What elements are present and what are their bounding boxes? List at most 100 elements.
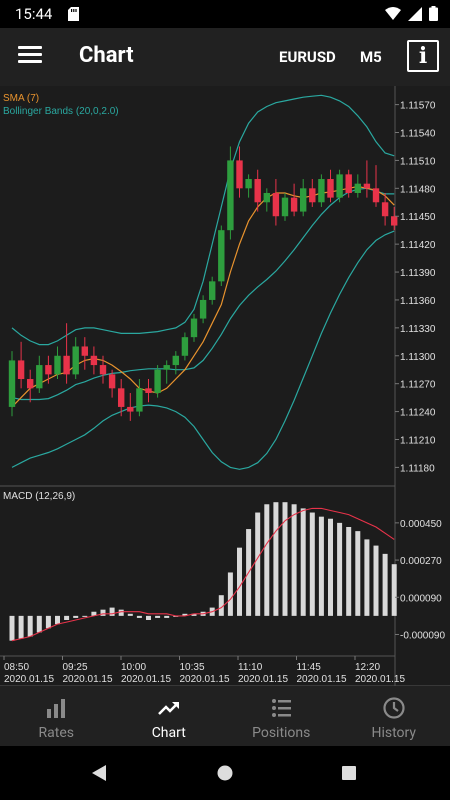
macd-tick-label: 0.000090	[400, 593, 442, 604]
candle-bear	[81, 346, 88, 356]
wifi-icon	[385, 6, 401, 20]
date-tick-label: 2020.01.15	[121, 674, 171, 685]
date-tick-label: 2020.01.15	[63, 674, 113, 685]
timeframe-selector[interactable]: M5	[360, 48, 382, 66]
candle-bear	[345, 174, 352, 193]
candle-bull	[8, 360, 16, 407]
back-icon[interactable]	[91, 765, 107, 781]
macd-histogram-bar	[155, 615, 161, 618]
candle-bull	[72, 346, 79, 375]
nav-history-label: History	[371, 725, 417, 741]
macd-histogram-bar	[100, 609, 106, 616]
recents-icon[interactable]	[341, 765, 357, 781]
battery-icon	[429, 6, 438, 21]
macd-histogram-bar	[18, 615, 24, 639]
macd-histogram-bar	[36, 615, 42, 633]
candle-bull	[245, 179, 252, 189]
candle-bull	[181, 337, 189, 356]
chart-grid	[0, 86, 450, 686]
candle-bear	[272, 192, 280, 217]
info-button[interactable]: i	[407, 40, 439, 72]
price-tick-label: 1.11450	[400, 212, 436, 223]
price-tick-label: 1.11360	[400, 296, 436, 307]
macd-histogram-bar	[264, 504, 270, 616]
bollinger-bands	[11, 94, 395, 470]
candle-bear	[290, 197, 298, 212]
symbol-selector[interactable]: EURUSD	[279, 48, 336, 66]
menu-icon[interactable]	[18, 46, 42, 66]
page-title: Chart	[79, 43, 134, 68]
macd-histogram-bar	[282, 502, 288, 616]
macd-panel	[9, 502, 397, 642]
macd-histogram-bar	[364, 539, 370, 616]
macd-histogram-bar	[373, 545, 379, 616]
price-tick-label: 1.11270	[400, 380, 436, 391]
info-icon: i	[418, 43, 428, 69]
price-chart[interactable]: 1.11570 1.11540 1.11510 1.11480 1.11450 1.114…	[0, 86, 450, 686]
macd-histogram-bar	[127, 613, 133, 616]
candle-bull	[354, 183, 361, 193]
nav-chart[interactable]: Chart	[113, 686, 226, 746]
price-tick-label: 1.11570	[400, 101, 436, 112]
candle-bull	[172, 355, 179, 366]
macd-histogram-bar	[300, 508, 306, 616]
price-tick-label: 1.11510	[400, 156, 436, 167]
price-tick-label: 1.11300	[400, 352, 436, 363]
time-tick-label: 08:50	[4, 662, 29, 673]
bollinger-legend: Bollinger Bands (20,0,2.0)	[3, 106, 119, 117]
macd-histogram-bar	[273, 502, 279, 616]
macd-tick-label: 0.000450	[400, 519, 442, 530]
home-icon[interactable]	[217, 765, 233, 781]
price-tick-label: 1.11210	[400, 435, 436, 446]
candle-bear	[27, 379, 34, 389]
axes: 1.11570 1.11540 1.11510 1.11480 1.11450 1.114…	[3, 101, 445, 685]
list-icon	[272, 699, 292, 717]
macd-histogram-bar	[27, 615, 33, 637]
status-bar: 15:44	[0, 0, 450, 28]
nav-chart-label: Chart	[151, 725, 186, 741]
macd-histogram-bar	[328, 518, 333, 616]
candle-bear	[17, 360, 25, 380]
chart-area[interactable]: 1.11570 1.11540 1.11510 1.11480 1.11450 1.114…	[0, 86, 450, 686]
time-tick-label: 12:20	[355, 662, 380, 673]
app-bar: Chart EURUSD M5 i	[0, 28, 450, 86]
price-tick-label: 1.11240	[400, 408, 436, 419]
macd-signal-line	[11, 507, 395, 642]
candle-bull	[136, 388, 143, 412]
candle-bear	[118, 388, 125, 407]
candle-bull	[336, 174, 343, 198]
system-navigation-bar	[0, 746, 450, 800]
date-tick-label: 2020.01.15	[297, 674, 347, 685]
price-tick-label: 1.11420	[400, 240, 436, 251]
time-tick-label: 09:25	[63, 662, 88, 673]
nav-history[interactable]: History	[338, 686, 450, 746]
candle-bear	[327, 179, 334, 198]
candle-bear	[99, 365, 107, 375]
nav-rates[interactable]: Rates	[0, 686, 113, 746]
candle-bear	[391, 216, 398, 226]
macd-histogram-bar	[309, 512, 315, 616]
macd-histogram-bar	[73, 615, 79, 618]
candle-bull	[154, 369, 161, 393]
candle-bull	[209, 281, 216, 300]
candle-bear	[236, 160, 243, 189]
clock-icon	[383, 697, 405, 719]
candle-bear	[145, 388, 152, 393]
macd-histogram-bar	[136, 615, 142, 618]
candle-bear	[254, 179, 261, 203]
nav-rates-label: Rates	[38, 725, 74, 741]
candle-bull	[199, 299, 207, 319]
date-tick-label: 2020.01.15	[238, 674, 288, 685]
candle-bull	[281, 197, 289, 217]
candle-bear	[372, 188, 380, 203]
price-tick-label: 1.11330	[400, 324, 436, 335]
price-tick-label: 1.11480	[400, 184, 436, 195]
macd-legend: MACD (12,26,9)	[3, 491, 75, 502]
sma-legend: SMA (7)	[3, 93, 39, 104]
macd-histogram-bar	[118, 609, 124, 616]
nav-positions[interactable]: Positions	[225, 686, 338, 746]
candle-bull	[54, 355, 61, 375]
macd-histogram-bar	[82, 615, 88, 617]
bollinger-middle-line	[11, 187, 395, 401]
candle-bear	[309, 188, 316, 203]
